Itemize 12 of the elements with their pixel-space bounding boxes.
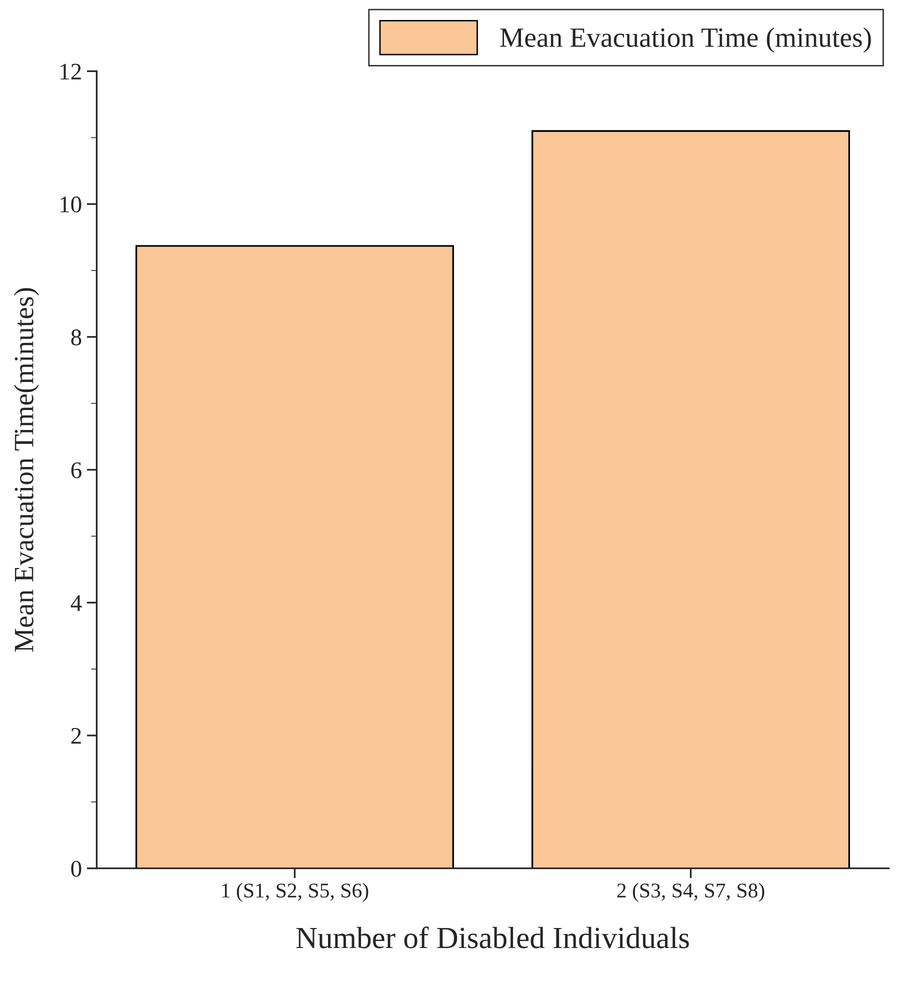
y-tick-label: 12 [60,64,81,80]
y-tick-label: 0 [71,860,82,877]
y-tick-label: 6 [71,462,82,478]
y-tick-label: 8 [71,329,82,346]
x-tick-label: 1 (S1, S2, S5, S6) [222,882,368,902]
y-tick-label: 4 [70,595,82,611]
y-tick-label: 10 [60,196,82,212]
legend-label: Mean Evacuation Time (minutes) [500,27,871,53]
x-axis-title: Number of Disabled Individuals [296,926,689,948]
y-axis-title: Mean Evacuation Time(minutes) [14,288,40,652]
x-tick-label: 2 (S3, S4, S7, S8) [617,882,764,902]
y-tick-label: 2 [71,728,81,744]
